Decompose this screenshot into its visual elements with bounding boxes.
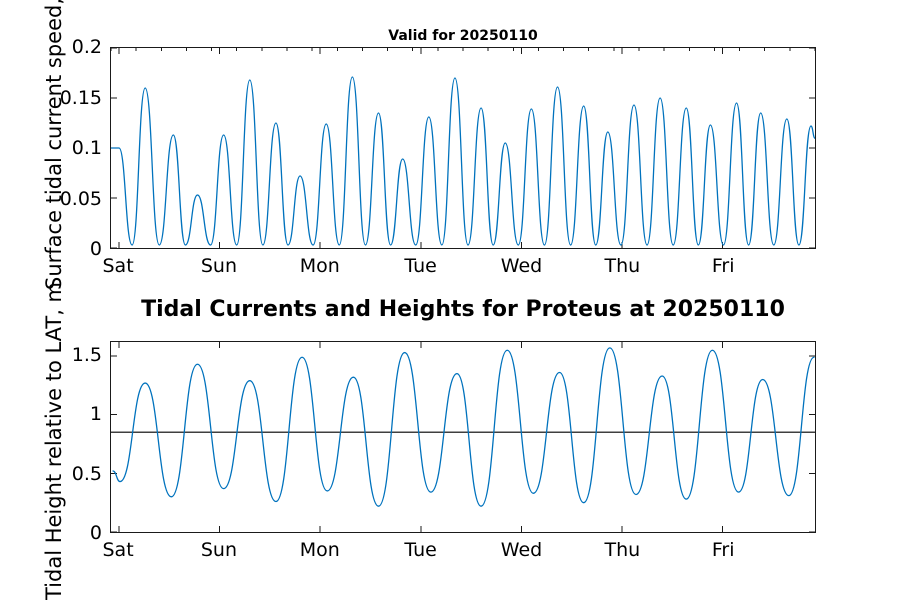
y-tick-label: 1 [89,403,102,426]
x-tick-label: Mon [299,539,340,561]
subtitle-valid-for: Valid for 20250110 [388,28,538,44]
x-tick-label: Sat [102,539,134,561]
x-tick-label: Fri [711,255,735,277]
y-tick-label: 0.5 [71,462,102,485]
chart-current-speed [110,47,816,249]
x-tick-label: Sun [200,539,237,561]
x-tick-label: Thu [604,255,641,277]
y-axis-label-current-speed: Surface tidal current speed, kn [42,0,66,290]
x-tick-label: Fri [711,539,735,561]
x-tick-label: Thu [604,539,641,561]
x-tick-label: Wed [500,539,543,561]
y-tick-label: 1.5 [71,344,102,367]
y-tick-label: 0.2 [71,36,102,58]
tidal-height-plot-area [111,342,815,532]
y-tick-label: 0.15 [59,86,102,109]
x-tick-label: Tue [404,539,437,561]
current-speed-plot-area [111,48,815,248]
y-tick-label: 0.05 [59,187,102,210]
page-title: Tidal Currents and Heights for Proteus a… [141,297,785,322]
y-tick-label: 0.1 [71,137,102,159]
y-axis-label-tidal-height: Tidal Height relative to LAT, m [42,281,66,600]
y-tick-label: 0 [89,238,102,260]
x-tick-label: Sun [200,255,237,277]
chart-tidal-height [110,341,816,533]
y-tick-label: 0 [89,522,102,544]
x-tick-label: Wed [500,255,543,277]
x-tick-label: Sat [102,255,134,277]
x-tick-label: Tue [404,255,437,277]
x-tick-label: Mon [299,255,340,277]
